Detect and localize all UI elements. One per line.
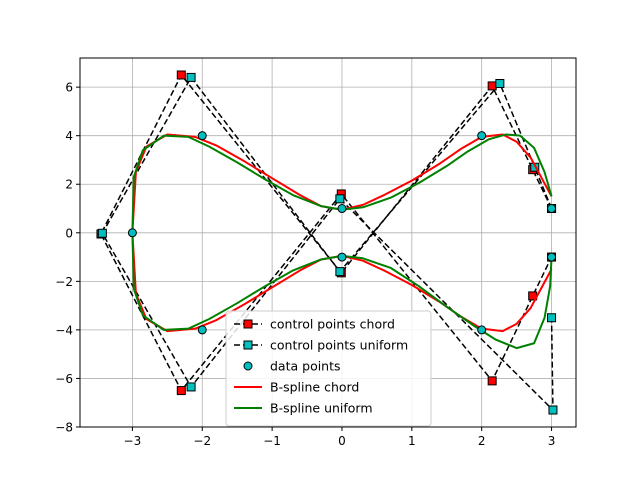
data-point-marker <box>547 313 557 323</box>
legend-item-b-spline-uniform: B-spline uniform <box>234 401 373 416</box>
data-point-marker <box>176 386 186 396</box>
y-tick-label: −6 <box>55 372 73 386</box>
data-point-marker <box>186 72 196 82</box>
data-point-marker <box>487 376 497 386</box>
data-point-marker <box>197 325 207 335</box>
data-point-marker <box>337 204 347 214</box>
data-point-marker <box>186 382 196 392</box>
legend-marker <box>243 361 253 371</box>
y-tick-label: 2 <box>65 178 73 192</box>
data-point-marker <box>487 81 497 91</box>
legend-item-data-points: data points <box>243 359 341 374</box>
legend-label: control points uniform <box>270 338 408 353</box>
legend-label: B-spline chord <box>270 380 359 395</box>
legend-item-b-spline-chord: B-spline chord <box>234 380 359 395</box>
series-data-points <box>127 131 557 335</box>
legend-item-control-points-uniform: control points uniform <box>234 338 408 353</box>
x-tick-label: 0 <box>338 434 346 448</box>
plot-series <box>96 70 558 415</box>
data-point-marker <box>337 252 347 262</box>
axis-ticks: −3 −2 −1 0 1 2 3 −8 −6 −4 −2 0 2 4 6 <box>55 81 555 448</box>
data-point-marker <box>548 405 558 415</box>
x-tick-label: 2 <box>478 434 486 448</box>
series-line <box>101 76 554 411</box>
x-tick-label: 3 <box>548 434 556 448</box>
data-point-marker <box>547 252 557 262</box>
legend-label: B-spline uniform <box>270 401 373 416</box>
data-point-marker <box>335 267 345 277</box>
legend-item-control-points-chord: control points chord <box>234 317 395 332</box>
data-point-marker <box>477 131 487 141</box>
legend: control points chord control points unifo… <box>225 310 432 427</box>
y-tick-label: 4 <box>65 129 73 143</box>
data-point-marker <box>547 204 557 214</box>
x-tick-label: −3 <box>124 434 142 448</box>
axes-frame <box>79 57 577 428</box>
data-point-marker <box>197 131 207 141</box>
data-point-marker <box>97 228 107 238</box>
data-point-marker <box>127 228 137 238</box>
x-tick-label: −2 <box>193 434 211 448</box>
legend-label: control points chord <box>270 317 395 332</box>
legend-label: data points <box>270 359 341 374</box>
y-tick-label: −4 <box>55 323 73 337</box>
y-tick-label: 0 <box>65 226 73 240</box>
y-tick-label: −2 <box>55 275 73 289</box>
y-tick-label: −8 <box>55 421 73 435</box>
legend-marker <box>243 319 253 329</box>
x-tick-label: 1 <box>408 434 416 448</box>
data-point-marker <box>495 78 505 88</box>
x-tick-label: −1 <box>263 434 281 448</box>
legend-box <box>225 310 432 427</box>
data-point-marker <box>477 325 487 335</box>
y-tick-label: 6 <box>65 81 73 95</box>
data-point-marker <box>176 70 186 80</box>
legend-marker <box>243 340 253 350</box>
data-point-marker <box>335 194 345 204</box>
